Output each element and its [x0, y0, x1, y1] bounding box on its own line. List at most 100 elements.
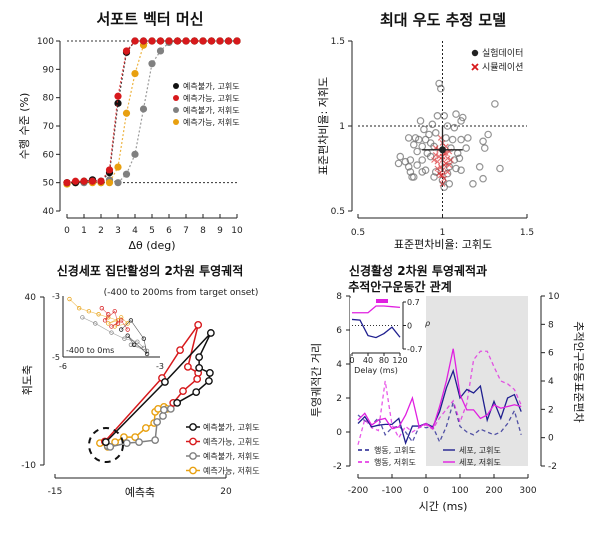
- svm-x-tick-label: 9: [217, 226, 223, 236]
- svm-point: [207, 37, 216, 45]
- relation-xlabel: 시간 (ms): [419, 500, 468, 513]
- experiment-point: [442, 134, 450, 142]
- experiment-point: [435, 79, 443, 88]
- experiment-point: [452, 164, 460, 173]
- experiment-point: [418, 156, 427, 164]
- experiment-point: [409, 173, 418, 181]
- simulation-point: [431, 157, 437, 163]
- svm-legend-marker: [173, 119, 179, 125]
- simulation-point: [448, 157, 454, 163]
- inset-trajectory-point: [86, 309, 92, 314]
- relation-y-right-tick-label: 10: [548, 292, 560, 302]
- relation-series-0: [357, 399, 522, 444]
- relation-y-right-tick-label: 2: [548, 405, 554, 415]
- relation-title-line2: 추적안구운동간 관계: [348, 279, 452, 294]
- relation-series-2: [357, 368, 522, 446]
- svm-plot: 40 50 60 70 80 90 100 0 1 2 3 4 5 6 7 8 9 10 예측불가, 고휘도예측가능…: [37, 37, 243, 236]
- inset-y-tick-label: -3: [52, 292, 60, 301]
- trajectory-point: [204, 377, 213, 385]
- svm-point: [233, 37, 241, 45]
- svm-point: [114, 92, 122, 100]
- svm-y-tick-label: 100: [37, 37, 54, 47]
- experiment-point: [479, 174, 487, 183]
- trajectory-point: [131, 433, 140, 442]
- experiment-point: [394, 159, 403, 168]
- svm-legend-label: 예측가능, 고휘도: [183, 93, 240, 103]
- svm-legend-label: 예측불가, 고휘도: [183, 81, 240, 91]
- svm-x-tick-label: 2: [98, 226, 104, 236]
- inset-trajectory-point: [128, 342, 134, 347]
- trajectory-point: [183, 362, 192, 371]
- mle-x-tick-label: 1.5: [520, 228, 534, 238]
- svm-point: [131, 37, 139, 45]
- svm-point: [97, 177, 105, 185]
- svm-point: [114, 163, 122, 171]
- simulation-point: [439, 180, 446, 187]
- inset-trajectory-point: [128, 318, 134, 323]
- svm-legend-marker: [173, 83, 179, 89]
- svm-x-tick-label: 3: [115, 226, 121, 236]
- inset-trajectory-point: [112, 309, 117, 314]
- svm-x-tick-label: 8: [200, 226, 206, 236]
- trajectory-point: [153, 418, 162, 426]
- svm-point: [173, 37, 182, 45]
- experiment-point: [413, 147, 421, 156]
- mle-y-tick-label: 0.5: [331, 207, 345, 217]
- trajectory-point: [151, 436, 160, 445]
- experiment-point: [418, 168, 427, 176]
- relation-y-right-tick-label: 6: [548, 349, 554, 359]
- experiment-mean: [439, 146, 446, 154]
- inset-trajectory-point: [125, 333, 130, 338]
- svm-point: [114, 99, 122, 107]
- trajectory-point: [161, 378, 169, 386]
- mle-y-tick-label: 1: [339, 122, 345, 132]
- legend-simulation: 시뮬레이션: [482, 62, 523, 73]
- relation-x-tick-label: 200: [485, 486, 502, 496]
- inset-x-tick-label: 120: [392, 356, 407, 365]
- inset-trajectory-point: [106, 312, 111, 317]
- experiment-point: [404, 134, 413, 142]
- experiment-point: [404, 163, 413, 171]
- trajectory-point: [106, 442, 115, 451]
- experiment-point: [430, 173, 438, 181]
- experiment-point: [396, 152, 405, 161]
- relation-y-left-tick-label: 2: [336, 394, 342, 404]
- inset-x-tick-label: 80: [379, 356, 389, 365]
- svm-point: [216, 37, 224, 45]
- trajectory-subtitle: (-400 to 200ms from target onset): [104, 288, 259, 298]
- relation-y-left-tick-label: 0: [336, 428, 342, 438]
- trajectory-point: [141, 424, 150, 432]
- svm-xlabel: Δθ (deg): [128, 239, 175, 252]
- experiment-point: [457, 166, 465, 175]
- trajectory-point: [194, 320, 203, 329]
- inset-trajectory-point: [102, 318, 108, 323]
- trajectory-point: [159, 412, 167, 420]
- svm-y-tick-label: 80: [43, 94, 55, 104]
- trajectory-legend-label: 예측불가, 고휘도: [203, 422, 260, 432]
- trajectory-point: [176, 346, 184, 354]
- svm-point: [139, 105, 148, 113]
- experiment-point: [448, 135, 457, 144]
- panel-mle: 최대 우도 추정 모델 표준편차비율: 고휘도 표준편차비율: 저휘도 0.5 1…: [317, 11, 534, 251]
- relation-legend-label: 세포, 저휘도: [459, 457, 501, 467]
- mle-ylabel: 표준편차비율: 저휘도: [317, 77, 330, 175]
- mle-title: 최대 우도 추정 모델: [380, 11, 506, 29]
- inset-trajectory-point: [141, 336, 146, 341]
- svm-point: [122, 170, 131, 178]
- svm-y-tick-label: 50: [43, 179, 55, 189]
- relation-y-left-tick-label: 6: [336, 326, 342, 336]
- experiment-point: [418, 142, 427, 151]
- trajectory-x-tick-label: 20: [220, 487, 232, 497]
- inset-trajectory-point: [144, 351, 150, 357]
- relation-legend-label: 행동, 고휘도: [374, 445, 416, 455]
- inset-trajectory-point: [96, 312, 101, 317]
- inset-x-tick-label: -3: [156, 362, 164, 371]
- inset-trajectory-point: [93, 321, 98, 326]
- inset-x-tick-label: 40: [363, 356, 373, 365]
- svm-point: [156, 47, 165, 55]
- svm-point: [148, 60, 156, 68]
- experiment-point: [406, 168, 415, 176]
- svm-x-tick-label: 6: [166, 226, 172, 236]
- svm-point: [165, 37, 173, 45]
- experiment-point: [469, 180, 477, 188]
